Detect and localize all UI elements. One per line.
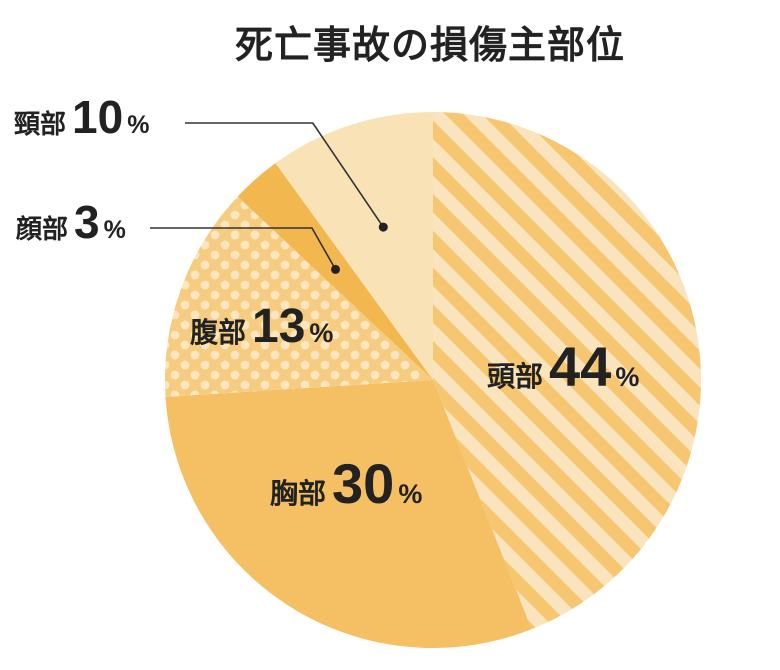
slice-label-2: 腹部 13%: [190, 300, 333, 353]
pie-slice-0: [433, 112, 702, 630]
slice-label-value: 3: [74, 196, 100, 248]
pie-slice-4: [275, 112, 433, 380]
slice-label-0: 頭部 44%: [487, 335, 639, 398]
pie-slice-2: [165, 196, 433, 397]
slice-label-unit: %: [104, 216, 126, 244]
slice-label-name: 頸部: [14, 110, 66, 140]
slice-label-name: 頭部: [487, 360, 543, 393]
slice-label-unit: %: [309, 318, 333, 348]
slice-label-4: 頸部 10%: [14, 91, 149, 143]
leader-dot-4: [378, 222, 388, 232]
pie-slice-1: [165, 380, 532, 648]
leader-dot-3: [331, 264, 341, 274]
slice-label-unit: %: [615, 362, 639, 392]
slice-label-value: 44: [549, 335, 611, 398]
leader-lines: [150, 122, 388, 274]
slice-label-1: 胸部 30%: [270, 452, 422, 515]
slice-label-3: 顔部 3%: [16, 196, 126, 248]
leader-line-4: [185, 122, 384, 228]
pie-slices: [165, 112, 702, 648]
slice-label-value: 30: [332, 452, 394, 515]
slice-label-name: 胸部: [270, 477, 326, 510]
chart-title: 死亡事故の損傷主部位: [234, 23, 625, 67]
leader-line-3: [150, 227, 337, 270]
slice-label-value: 13: [252, 300, 305, 353]
slice-label-unit: %: [127, 111, 149, 139]
slice-labels: 頭部 44 %胸部 30 %腹部 13 %顔部 3 %頸部 10%: [14, 91, 639, 515]
slice-label-value: 10: [72, 91, 123, 143]
slice-label-unit: %: [398, 479, 422, 509]
slice-label-name: 腹部: [190, 316, 246, 349]
slice-label-name: 顔部: [16, 215, 68, 245]
